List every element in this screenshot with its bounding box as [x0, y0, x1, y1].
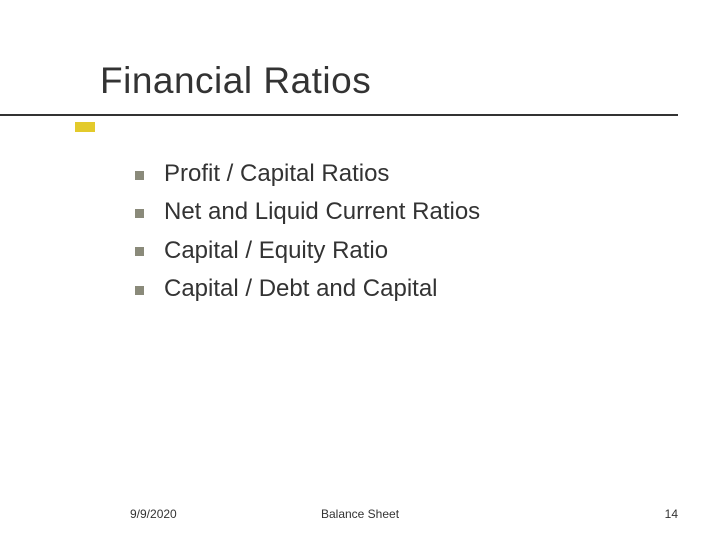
footer-date: 9/9/2020	[130, 507, 177, 521]
accent-stub	[75, 122, 95, 132]
list-item: Capital / Equity Ratio	[135, 235, 720, 267]
slide: Financial Ratios Profit / Capital Ratios…	[0, 0, 720, 540]
footer-page-number: 14	[665, 507, 678, 521]
list-item: Net and Liquid Current Ratios	[135, 196, 720, 228]
title-container: Financial Ratios	[0, 60, 720, 102]
bullet-icon	[135, 247, 144, 256]
list-item: Capital / Debt and Capital	[135, 273, 720, 305]
list-item: Profit / Capital Ratios	[135, 158, 720, 190]
bullet-text: Net and Liquid Current Ratios	[164, 196, 480, 228]
bullet-icon	[135, 209, 144, 218]
bullet-text: Profit / Capital Ratios	[164, 158, 389, 190]
slide-title: Financial Ratios	[100, 60, 720, 102]
bullet-list: Profit / Capital Ratios Net and Liquid C…	[0, 126, 720, 306]
bullet-icon	[135, 286, 144, 295]
bullet-icon	[135, 171, 144, 180]
bullet-text: Capital / Debt and Capital	[164, 273, 438, 305]
footer-title: Balance Sheet	[321, 507, 399, 521]
title-underline	[0, 114, 678, 116]
bullet-text: Capital / Equity Ratio	[164, 235, 388, 267]
